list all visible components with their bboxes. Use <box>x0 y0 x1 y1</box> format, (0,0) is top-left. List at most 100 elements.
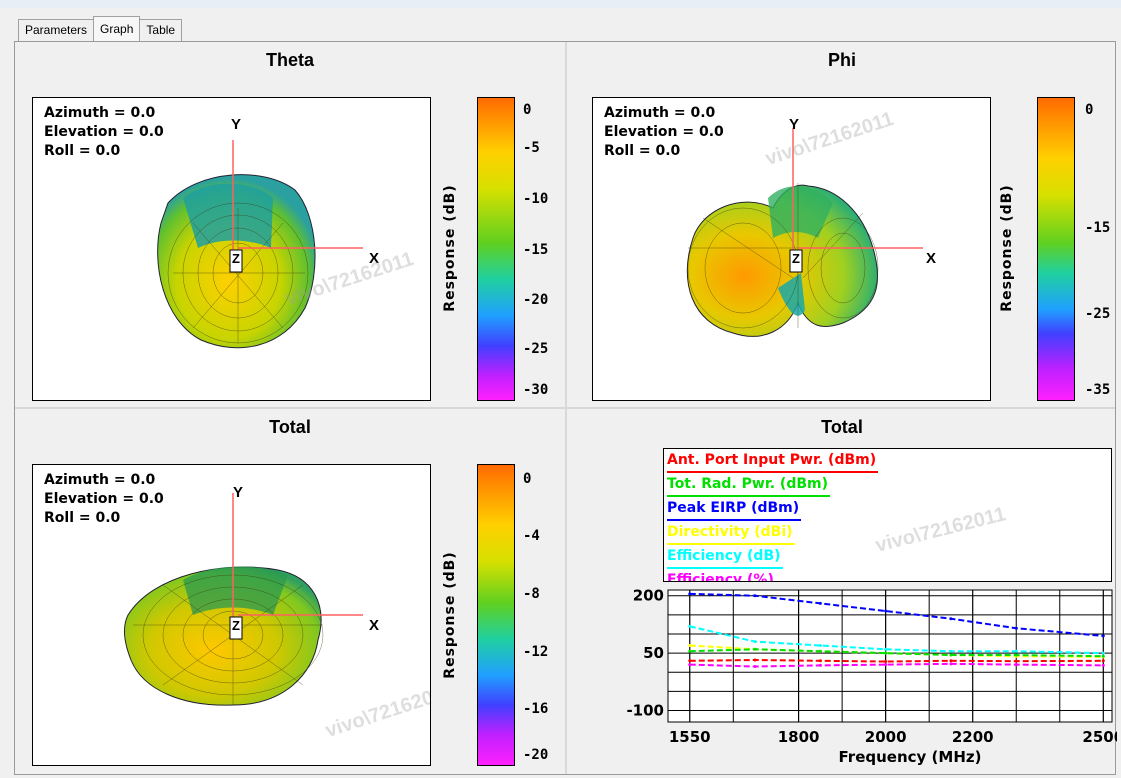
theta-colorbar <box>477 97 515 401</box>
series-point <box>753 647 757 651</box>
series-point <box>1101 663 1105 667</box>
theta-tick-2: -10 <box>523 191 549 207</box>
series-point <box>1014 663 1018 667</box>
total-tick-5: -20 <box>523 747 549 763</box>
series-point <box>688 592 692 596</box>
phi-tick-0: 0 <box>1085 102 1094 118</box>
horizontal-divider <box>15 407 1115 409</box>
frequency-line-chart[interactable]: 1550 1800 2000 2200 2500 200 50 -100 Frequency (… <box>567 576 1117 772</box>
series-point <box>884 663 888 667</box>
watermark: vivo\72162011 <box>873 503 1009 557</box>
theta-axis-x: X <box>369 250 380 267</box>
phi-orientation: Azimuth = 0.0 Elevation = 0.0 Roll = 0.0 <box>604 104 724 161</box>
y-tick-label: 50 <box>643 644 664 662</box>
theta-orientation: Azimuth = 0.0 Elevation = 0.0 Roll = 0.0 <box>44 104 164 161</box>
series-point <box>688 659 692 663</box>
total-tick-0: 0 <box>523 471 532 487</box>
series-point <box>1101 651 1105 655</box>
z-axis-marker <box>229 249 243 273</box>
series-point <box>884 660 888 664</box>
z-axis-marker <box>789 249 803 273</box>
series-point <box>688 649 692 653</box>
theta-tick-1: -5 <box>523 140 540 156</box>
series-point <box>1101 634 1105 638</box>
series-point <box>753 640 757 644</box>
total-axis-x: X <box>369 617 380 634</box>
theta-colorbar-label: Response (dB) <box>442 184 458 312</box>
tab-table[interactable]: Table <box>139 19 183 41</box>
series-point <box>1101 654 1105 658</box>
phi-colorbar <box>1037 97 1075 401</box>
graph-frame: Theta Azimuth = 0.0 Elevation = 0.0 Roll… <box>14 41 1117 775</box>
x-tick-label: 2500 <box>1082 728 1117 746</box>
theta-panel: Theta Azimuth = 0.0 Elevation = 0.0 Roll… <box>15 42 565 405</box>
series-point <box>884 647 888 651</box>
series-point <box>949 659 953 663</box>
theta-tick-3: -15 <box>523 242 549 258</box>
series-point <box>949 662 953 666</box>
series-point <box>818 643 822 647</box>
roll-label: Roll = 0.0 <box>604 143 681 159</box>
theta-3d-plot[interactable]: Azimuth = 0.0 Elevation = 0.0 Roll = 0.0 <box>32 97 431 401</box>
series-point <box>753 665 757 669</box>
total-3d-plot[interactable]: Azimuth = 0.0 Elevation = 0.0 Roll = 0.0 <box>32 464 431 766</box>
theta-tick-0: 0 <box>523 102 532 118</box>
total-colorbar <box>477 464 515 766</box>
azimuth-label: Azimuth = 0.0 <box>44 105 156 121</box>
total-chart-panel: Total Ant. Port Input Pwr. (dBm) Tot. Ra… <box>567 409 1117 772</box>
series-point <box>1014 626 1018 630</box>
theta-tick-6: -30 <box>523 382 549 398</box>
x-axis-title: Frequency (MHz) <box>839 748 982 766</box>
theta-tick-4: -20 <box>523 292 549 308</box>
total-axes <box>232 493 363 620</box>
total-axis-z: Z <box>232 618 240 633</box>
phi-colorbar-label: Response (dB) <box>999 184 1015 312</box>
series-point <box>688 643 692 647</box>
total-tick-2: -8 <box>523 586 540 602</box>
y-tick-label: -100 <box>626 702 664 720</box>
series-point <box>884 651 888 655</box>
azimuth-label: Azimuth = 0.0 <box>44 472 156 488</box>
total-tick-4: -16 <box>523 701 549 717</box>
phi-pattern-surface <box>686 183 893 337</box>
theta-tick-5: -25 <box>523 341 549 357</box>
theta-axes <box>232 140 363 258</box>
legend-entry: Directivity (dBi) <box>667 521 795 545</box>
series-point <box>753 658 757 662</box>
series-point <box>949 649 953 653</box>
phi-axis-y: Y <box>789 116 800 133</box>
phi-axes <box>792 128 923 253</box>
series-point <box>688 624 692 628</box>
series-point <box>818 659 822 663</box>
x-tick-label: 1800 <box>778 728 820 746</box>
series-point <box>1101 659 1105 663</box>
phi-3d-plot[interactable]: Azimuth = 0.0 Elevation = 0.0 Roll = 0.0 <box>592 97 991 401</box>
window-top-strip <box>0 0 1121 8</box>
theta-title: Theta <box>265 50 314 70</box>
theta-axis-y: Y <box>231 116 242 133</box>
series-point <box>949 617 953 621</box>
legend-entry: Peak EIRP (dBm) <box>667 497 802 521</box>
total-axis-y: Y <box>233 484 244 501</box>
elevation-label: Elevation = 0.0 <box>604 124 724 140</box>
legend-entry: Efficiency (dB) <box>667 545 783 569</box>
roll-label: Roll = 0.0 <box>44 143 121 159</box>
phi-axis-z: Z <box>792 251 800 266</box>
total-3d-title: Total <box>269 417 311 437</box>
series-point <box>688 663 692 667</box>
series-point <box>1014 653 1018 657</box>
series-point <box>949 653 953 657</box>
series-point <box>818 649 822 653</box>
tab-parameters[interactable]: Parameters <box>18 19 95 41</box>
tab-bar: Parameters Graph Table <box>18 15 183 41</box>
total-pattern-surface <box>124 566 324 706</box>
phi-tick-3: -35 <box>1085 382 1111 398</box>
phi-axis-x: X <box>926 250 937 267</box>
series-point <box>1014 659 1018 663</box>
y-tick-label: 200 <box>633 587 664 605</box>
total-colorbar-label: Response (dB) <box>442 551 458 679</box>
total-chart-title: Total <box>821 417 863 437</box>
roll-label: Roll = 0.0 <box>44 510 121 526</box>
phi-tick-2: -25 <box>1085 306 1111 322</box>
tab-graph[interactable]: Graph <box>93 16 141 41</box>
